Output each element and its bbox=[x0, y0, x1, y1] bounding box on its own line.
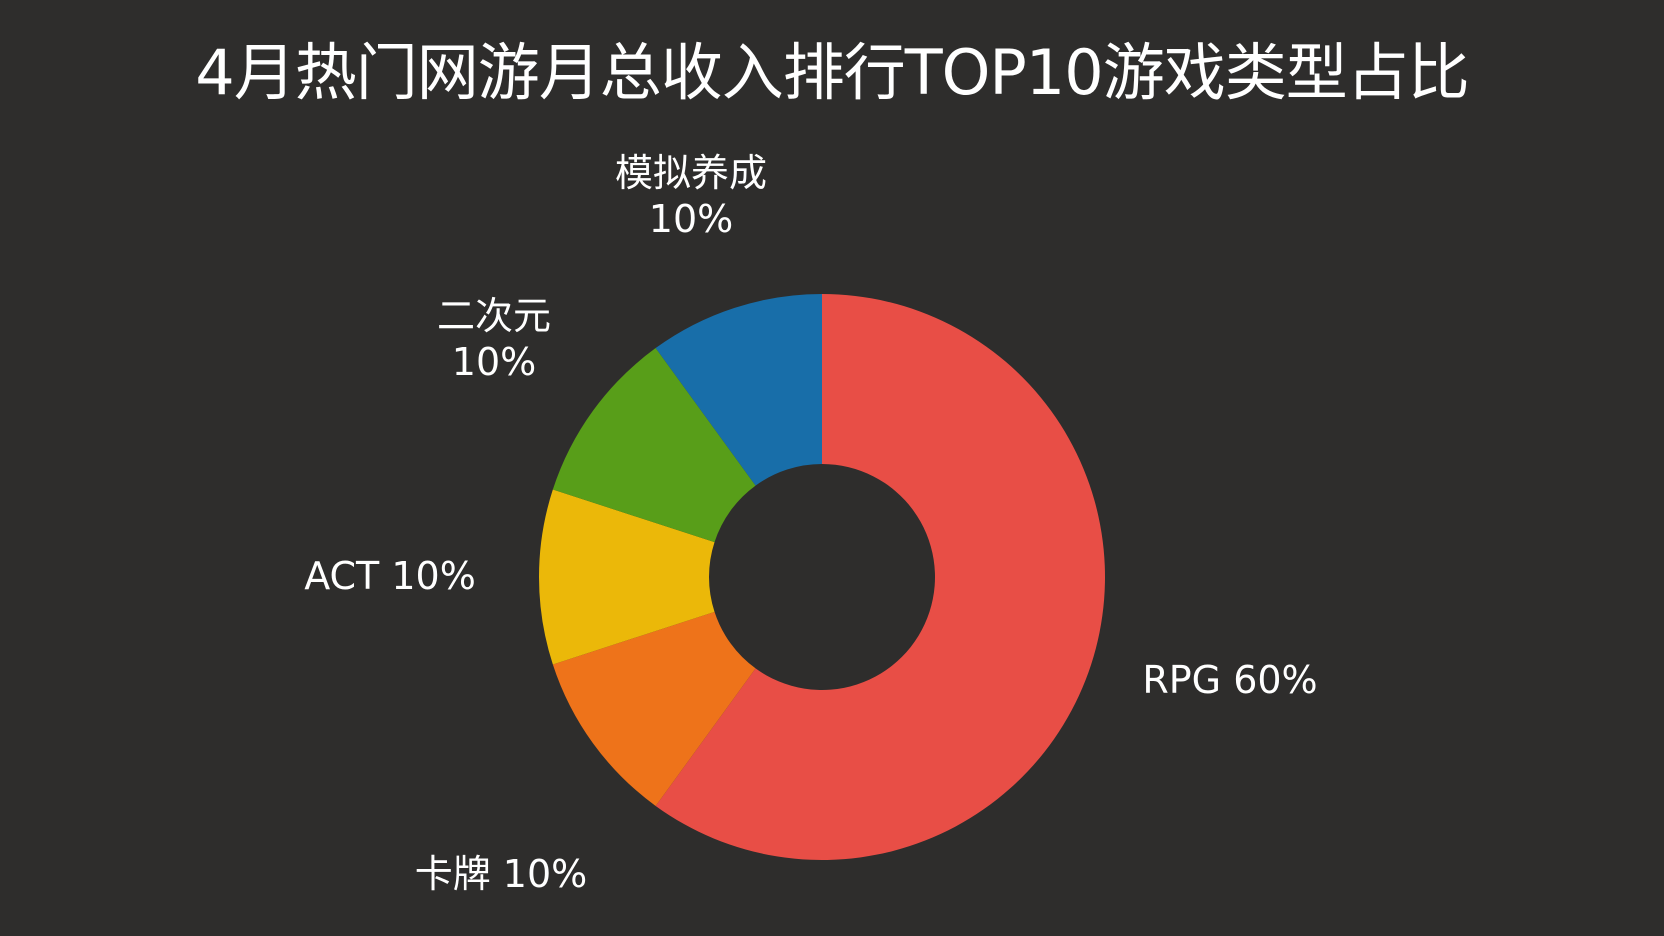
slice-group bbox=[539, 294, 1105, 861]
slice-label-line: 10% bbox=[452, 340, 536, 384]
slice-label-line: 10% bbox=[649, 197, 733, 241]
chart-title: 4月热门网游月总收入排行TOP10游戏类型占比 bbox=[195, 36, 1469, 109]
slice-label-3: ACT 10% bbox=[304, 554, 476, 598]
slice-label-1: RPG 60% bbox=[1142, 658, 1317, 702]
slice-label-line: 卡牌 10% bbox=[415, 852, 588, 896]
slice-label-line: 模拟养成 bbox=[615, 151, 767, 195]
slice-label-5: 模拟养成 10% bbox=[615, 151, 767, 241]
slice-label-4: 二次元 10% bbox=[437, 294, 551, 384]
slice-4 bbox=[552, 348, 756, 543]
slice-label-line: ACT 10% bbox=[304, 554, 476, 598]
slice-1 bbox=[655, 294, 1105, 861]
label-group: RPG 60%卡牌 10%ACT 10%二次元 10%模拟养成 10% bbox=[304, 151, 1317, 896]
slice-label-2: 卡牌 10% bbox=[415, 852, 588, 896]
slice-label-line: RPG 60% bbox=[1142, 658, 1317, 702]
slice-2 bbox=[552, 611, 756, 806]
slice-3 bbox=[539, 489, 715, 665]
slice-5 bbox=[655, 294, 822, 486]
slice-label-line: 二次元 bbox=[437, 294, 551, 338]
